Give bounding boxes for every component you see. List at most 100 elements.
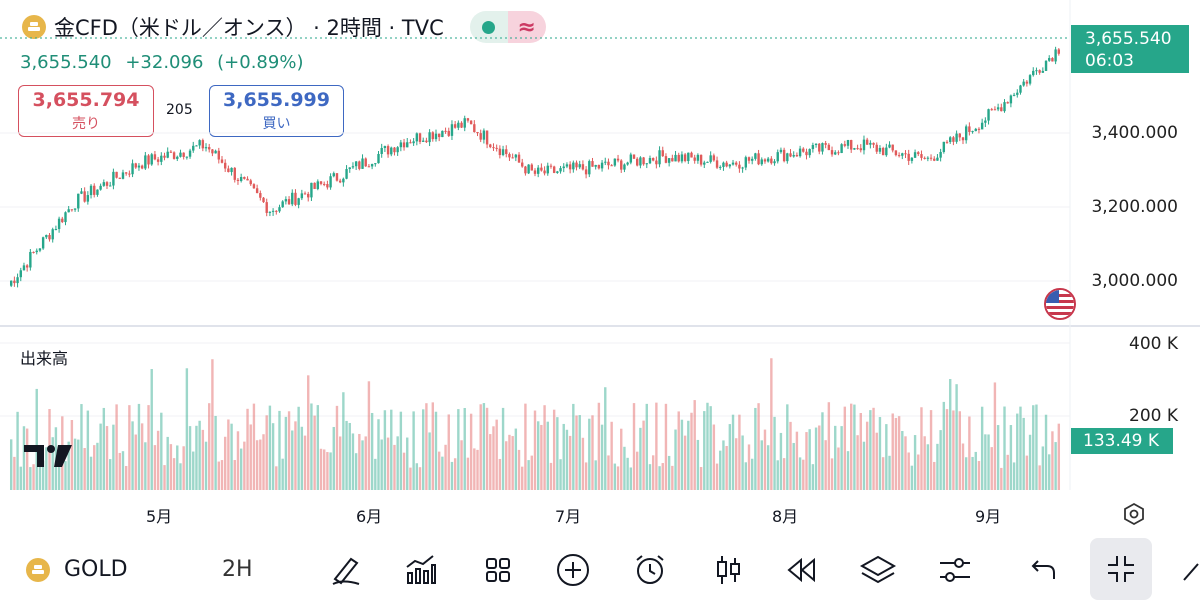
volume-bar xyxy=(185,368,189,490)
candle-body xyxy=(616,158,620,161)
volume-bar xyxy=(1003,406,1006,490)
time-axis-label: 6月 xyxy=(356,507,383,526)
candle-body xyxy=(913,152,917,158)
candle-body xyxy=(485,130,489,145)
interval-selector[interactable]: 2H xyxy=(222,557,253,582)
symbol-selector[interactable]: GOLD xyxy=(26,557,128,582)
volume-bar xyxy=(275,466,278,490)
candle-body xyxy=(182,152,185,157)
candle-body xyxy=(428,132,431,143)
candle-body xyxy=(214,150,217,154)
volume-bar xyxy=(246,408,249,490)
buy-button[interactable]: 3,655.999 買い xyxy=(209,85,344,137)
candle-body xyxy=(731,162,735,165)
volume-bar xyxy=(121,451,125,490)
volume-bar xyxy=(1035,404,1038,490)
candle-body xyxy=(476,131,479,134)
candle-body xyxy=(754,153,757,159)
candle-body xyxy=(626,162,629,165)
volume-bar xyxy=(792,442,795,490)
candle-body xyxy=(814,143,818,145)
collapse-icon[interactable] xyxy=(1090,538,1152,600)
candle-body xyxy=(300,193,304,199)
volume-bar xyxy=(316,405,320,490)
volume-bar xyxy=(897,416,901,490)
candle-body xyxy=(342,178,345,183)
candle-body xyxy=(508,154,511,158)
volume-bar xyxy=(281,458,284,490)
candle-body xyxy=(354,161,358,167)
tradingview-logo-icon xyxy=(24,443,74,473)
candle-body xyxy=(974,128,977,132)
candle-body xyxy=(147,155,150,165)
volume-bar xyxy=(821,412,824,490)
undo-icon[interactable] xyxy=(1024,550,1064,590)
add-icon[interactable] xyxy=(553,550,593,590)
volume-bar xyxy=(607,455,610,490)
buy-label: 買い xyxy=(262,116,291,132)
volume-bar xyxy=(703,411,706,490)
chart-settings-icon[interactable] xyxy=(1122,502,1146,530)
volume-bar xyxy=(176,445,179,490)
candle-body xyxy=(846,140,850,146)
candle-body xyxy=(869,142,872,145)
volume-bar xyxy=(425,403,428,490)
candle-body xyxy=(709,155,712,162)
symbol-title[interactable]: 金CFD（米ドル／オンス） · 2時間 · TVC xyxy=(54,16,444,40)
volume-bar xyxy=(636,451,639,490)
time-axis-label: 7月 xyxy=(555,507,582,526)
candle-body xyxy=(584,169,588,175)
candle-body xyxy=(115,171,118,178)
volume-bar xyxy=(904,436,907,490)
volume-bar xyxy=(112,424,115,490)
volume-bar xyxy=(680,419,684,490)
volume-bar xyxy=(1000,467,1003,490)
volume-bar xyxy=(399,411,403,490)
candle-body xyxy=(409,142,412,144)
volume-bar xyxy=(1016,413,1019,490)
last-price-tag: 3,655.540 06:03 xyxy=(1071,25,1189,73)
volume-bar xyxy=(294,421,297,490)
price-change-line: 3,655.540 +32.096 (+0.89%) xyxy=(20,52,311,73)
candle-body xyxy=(275,210,278,212)
candle-body xyxy=(498,148,502,156)
candle-body xyxy=(728,164,732,167)
layout-grid-icon[interactable] xyxy=(478,550,518,590)
volume-bar xyxy=(993,382,997,490)
candle-body xyxy=(422,140,425,142)
candle-body xyxy=(153,154,157,160)
candle-body xyxy=(604,161,607,163)
volume-bar xyxy=(747,444,751,490)
candle-body xyxy=(83,191,86,202)
volume-bar xyxy=(968,416,971,490)
pen-icon[interactable] xyxy=(326,550,366,590)
replay-icon[interactable] xyxy=(782,550,822,590)
layers-icon[interactable] xyxy=(858,550,898,590)
candle-body xyxy=(121,172,125,179)
volume-bar xyxy=(469,413,473,490)
candle-body xyxy=(469,120,473,125)
us-economic-event-icon[interactable] xyxy=(1044,288,1076,320)
chart-header: 金CFD（米ドル／オンス） · 2時間 · TVC ≈ xyxy=(22,11,546,43)
volume-bar xyxy=(364,436,367,490)
more-tools-icon[interactable] xyxy=(1182,560,1200,588)
settings-sliders-icon[interactable] xyxy=(935,550,975,590)
volume-bar xyxy=(268,405,272,490)
alarm-icon[interactable] xyxy=(630,550,670,590)
volume-bar xyxy=(172,458,176,490)
candle-body xyxy=(853,148,856,150)
volume-bar xyxy=(297,406,300,490)
indicators-icon[interactable] xyxy=(400,550,440,590)
sell-button[interactable]: 3,655.794 売り xyxy=(18,85,154,137)
candle-body xyxy=(687,152,690,162)
candles-icon[interactable] xyxy=(708,550,748,590)
candle-body xyxy=(361,158,364,169)
candle-body xyxy=(805,151,808,156)
volume-bar xyxy=(217,461,220,490)
volume-bar xyxy=(591,415,594,490)
candle-body xyxy=(482,130,486,140)
volume-bar xyxy=(137,403,141,490)
volume-bar xyxy=(1051,431,1054,490)
price-axis-label: 3,200.000 xyxy=(1091,197,1178,217)
